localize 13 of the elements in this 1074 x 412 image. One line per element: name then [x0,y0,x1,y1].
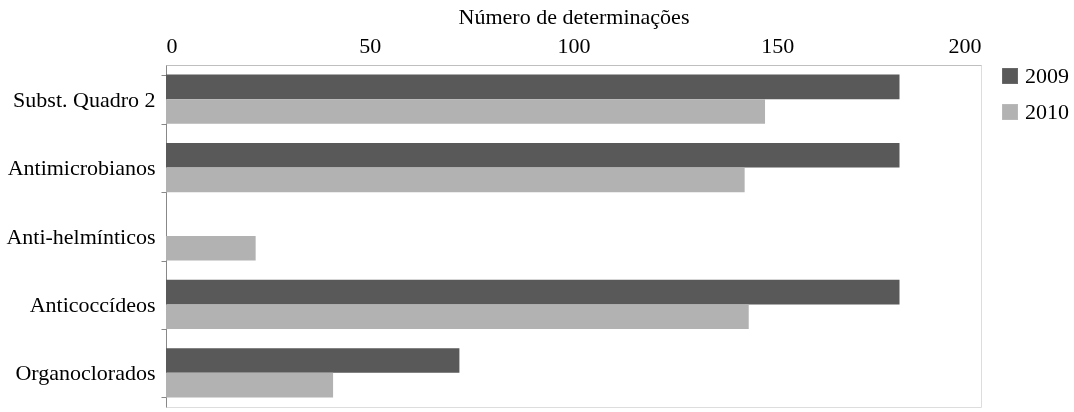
y-tick-label: Anticoccídeos [29,291,156,317]
x-tick-label: 200 [948,32,982,58]
legend-label: 2010 [1025,99,1069,124]
y-tick-label: Anti-helmínticos [6,223,156,249]
x-tick-label: 100 [557,32,591,58]
x-tick-label: 50 [359,32,382,58]
y-tick-label: Antimicrobianos [7,155,156,181]
y-tick-label: Subst. Quadro 2 [13,86,156,112]
x-tick-label: 150 [761,32,795,58]
legend-label: 2009 [1025,63,1069,88]
y-tick-label: Organoclorados [15,360,156,386]
x-tick-label: 0 [166,32,178,58]
x-axis-title: Número de determinações [458,3,690,29]
